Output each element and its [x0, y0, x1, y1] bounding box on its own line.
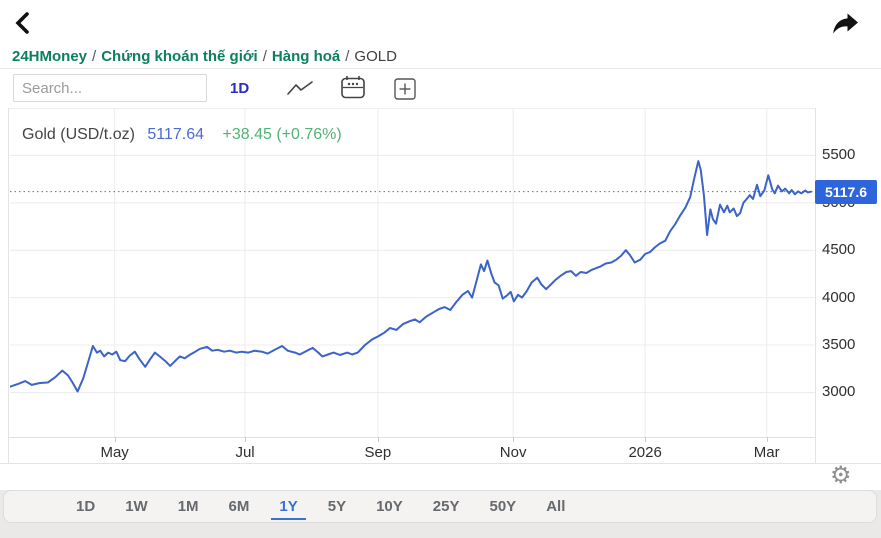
x-axis-label: Jul [235, 444, 255, 461]
range-button-5y[interactable]: 5Y [327, 497, 347, 515]
x-axis-tick [245, 437, 247, 442]
add-button[interactable] [394, 78, 416, 105]
chart-legend: Gold (USD/t.oz) 5117.64 +38.45 (+0.76%) [22, 126, 342, 144]
plus-square-icon [394, 78, 416, 100]
breadcrumb-separator: / [345, 48, 350, 65]
breadcrumb-current-gold: GOLD [354, 48, 397, 65]
instrument-change: +38.45 (+0.76%) [222, 126, 342, 143]
back-button[interactable] [12, 10, 38, 36]
x-axis-label: May [100, 444, 129, 461]
app-window: 24HMoney / Chứng khoán thế giới / Hàng hoá / G… [0, 0, 881, 490]
range-button-50y[interactable]: 50Y [489, 497, 517, 515]
chart-container-bottom-border [0, 463, 881, 464]
price-chart[interactable] [10, 108, 815, 437]
chart-type-button[interactable] [286, 80, 314, 103]
plot-border-right [815, 108, 816, 463]
settings-button[interactable]: ⚙ [830, 464, 852, 488]
range-button-1w[interactable]: 1W [125, 497, 148, 515]
x-axis-tick [513, 437, 515, 442]
y-axis-label: 3500 [822, 336, 856, 354]
breadcrumb-separator: / [92, 48, 97, 65]
x-axis-label: 2026 [628, 444, 662, 461]
x-axis-label: Mar [753, 444, 780, 461]
range-button-1y[interactable]: 1Y [271, 494, 306, 520]
x-axis-tick [766, 437, 768, 442]
breadcrumb-link-commodities[interactable]: Hàng hoá [271, 48, 341, 65]
breadcrumb-link-world-stocks[interactable]: Chứng khoán thế giới [101, 48, 258, 65]
calendar-icon [341, 76, 365, 99]
x-axis-tick [377, 437, 379, 442]
y-axis-label: 3000 [822, 383, 856, 401]
x-axis-label: Nov [499, 444, 527, 461]
instrument-price: 5117.64 [147, 126, 205, 143]
y-axis-label: 4000 [822, 288, 856, 306]
interval-button[interactable]: 1D [230, 80, 250, 97]
instrument-name: Gold (USD/t.oz) [22, 126, 135, 143]
x-axis-tick [645, 437, 647, 442]
breadcrumb-separator: / [262, 48, 267, 65]
y-axis-label: 5500 [822, 146, 856, 164]
chevron-left-icon [15, 12, 29, 34]
last-price-badge: 5117.6 [815, 179, 877, 204]
chart-area: Gold (USD/t.oz) 5117.64 +38.45 (+0.76%) … [0, 108, 881, 464]
y-axis-label: 4500 [822, 241, 856, 259]
plot-border-left [8, 108, 9, 463]
range-selector-bar: 1D 1W 1M 6M 1Y 5Y 10Y 25Y 50Y All [3, 490, 877, 523]
breadcrumb-divider [0, 68, 881, 69]
range-button-1m[interactable]: 1M [177, 497, 199, 515]
line-chart-icon [287, 81, 313, 95]
breadcrumb: 24HMoney / Chứng khoán thế giới / Hàng hoá / G… [12, 48, 397, 65]
plot-border-bottom [8, 437, 816, 438]
plot-border-top [8, 108, 816, 109]
range-button-10y[interactable]: 10Y [376, 497, 403, 515]
range-button-6m[interactable]: 6M [228, 497, 250, 515]
range-button-25y[interactable]: 25Y [432, 497, 460, 515]
gear-icon: ⚙ [830, 462, 852, 489]
search-input[interactable] [13, 74, 207, 102]
share-button[interactable] [831, 13, 859, 39]
share-arrow-icon [833, 13, 858, 34]
x-axis-label: Sep [364, 444, 392, 461]
x-axis-tick [114, 437, 116, 442]
range-button-1d[interactable]: 1D [76, 497, 96, 515]
breadcrumb-link-24hmoney[interactable]: 24HMoney [12, 48, 88, 65]
range-button-all[interactable]: All [546, 497, 566, 515]
calendar-button[interactable] [340, 75, 366, 105]
